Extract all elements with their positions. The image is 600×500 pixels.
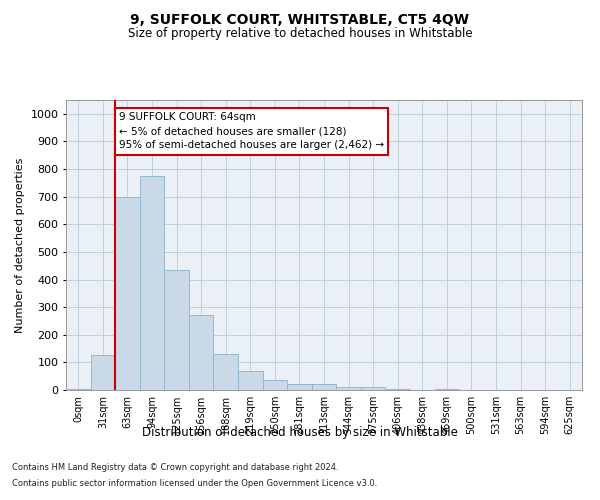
Bar bbox=[287, 384, 312, 390]
Bar bbox=[336, 387, 361, 390]
Bar bbox=[434, 388, 459, 390]
Bar bbox=[214, 354, 238, 390]
Text: 9 SUFFOLK COURT: 64sqm
← 5% of detached houses are smaller (128)
95% of semi-det: 9 SUFFOLK COURT: 64sqm ← 5% of detached … bbox=[119, 112, 384, 150]
Bar bbox=[312, 384, 336, 390]
Bar bbox=[189, 316, 214, 390]
Bar bbox=[66, 388, 91, 390]
Bar bbox=[91, 356, 115, 390]
Text: Contains HM Land Registry data © Crown copyright and database right 2024.: Contains HM Land Registry data © Crown c… bbox=[12, 464, 338, 472]
Y-axis label: Number of detached properties: Number of detached properties bbox=[15, 158, 25, 332]
Bar bbox=[115, 196, 140, 390]
Bar bbox=[164, 270, 189, 390]
Bar bbox=[385, 389, 410, 390]
Text: Contains public sector information licensed under the Open Government Licence v3: Contains public sector information licen… bbox=[12, 478, 377, 488]
Text: Size of property relative to detached houses in Whitstable: Size of property relative to detached ho… bbox=[128, 28, 472, 40]
Bar bbox=[361, 386, 385, 390]
Text: Distribution of detached houses by size in Whitstable: Distribution of detached houses by size … bbox=[142, 426, 458, 439]
Text: 9, SUFFOLK COURT, WHITSTABLE, CT5 4QW: 9, SUFFOLK COURT, WHITSTABLE, CT5 4QW bbox=[131, 12, 470, 26]
Bar bbox=[263, 380, 287, 390]
Bar bbox=[140, 176, 164, 390]
Bar bbox=[238, 370, 263, 390]
